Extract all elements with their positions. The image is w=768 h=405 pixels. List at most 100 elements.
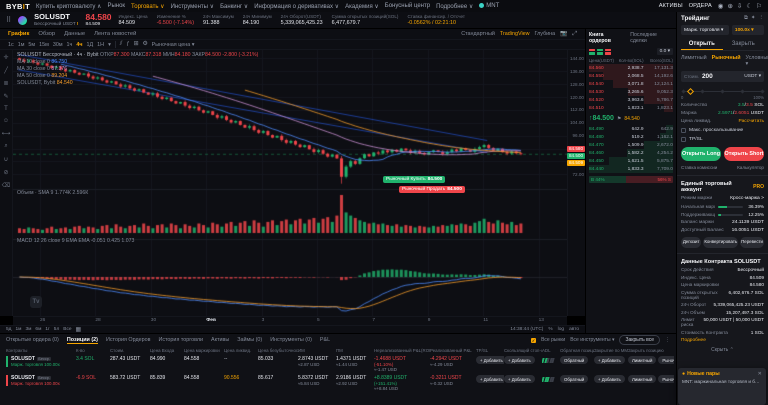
calendar-icon[interactable]: ▦ [75,326,82,333]
timeframe-1м[interactable]: 1м [17,41,25,48]
size-slider[interactable] [681,87,765,95]
quick-buy-button[interactable]: Рыночный Купить 84.500 [383,176,446,183]
range-5л[interactable]: 5л [53,327,60,332]
range-3м[interactable]: 3м [25,327,32,332]
bottom-tab-0[interactable]: Открытые ордера (0) [6,337,59,343]
timeframe-1с[interactable]: 1с [8,41,14,48]
calculator-link[interactable]: Калькулятор [737,165,764,170]
nav-item-markets[interactable]: Рынок [107,3,126,9]
all-markets-checkbox[interactable]: ✓ [531,337,537,343]
timeframe-4ч[interactable]: 4ч [76,41,83,48]
hide-icon[interactable]: ⊘ [3,170,9,176]
orderbook-row[interactable]: 84.460 1,582.2 4,254.2 [589,149,673,157]
type-limit[interactable]: Лимитный [681,55,707,61]
tpsl-checkbox-row[interactable]: TP/SL [681,137,764,142]
trendline-icon[interactable]: ╱ [4,68,8,74]
add-tpsl-button[interactable]: + Добавить [476,356,504,364]
orderbook-row[interactable]: 84.540 3,071.8 12,124.1 [589,80,673,88]
reverse-button[interactable]: Обратный [560,375,589,383]
range-1г[interactable]: 1г [45,327,50,332]
orderbook-row[interactable]: 84.530 3,265.6 9,052.3 [589,88,673,96]
add-tpsl-button[interactable]: + Добавить [476,375,504,383]
leverage-dropdown[interactable]: 100.0x ▾ [731,25,764,35]
pin-icon[interactable]: ✦ [750,15,756,21]
measure-icon[interactable]: ⟷ [1,131,11,137]
more-options-icon[interactable]: ⋮ [665,337,670,343]
orderbook-row[interactable]: 84.470 1,509.9 2,672.0 [589,141,673,149]
range-6м[interactable]: 6м [35,327,42,332]
calculate-link[interactable]: Рассчитать [738,119,764,124]
range-Все[interactable]: Все [63,327,72,332]
tab-close[interactable]: Закрыть [731,41,755,47]
orderbook-row[interactable]: 84.480 519.2 1,162.1 [589,133,673,141]
nav-item-academy[interactable]: Академия ∨ [345,3,379,10]
type-market[interactable]: Рыночный [711,55,741,61]
tab-orderbook[interactable]: Книга ордеров [589,32,611,44]
timeframe-1Н[interactable]: 1Н [97,41,105,48]
margin-mode-dropdown[interactable]: Марж. торговля ▾ [681,25,729,35]
slider-thumb[interactable] [687,87,695,95]
instrument-filter-dropdown[interactable]: Все инструменты ▾ [570,337,615,343]
quick-sell-button[interactable]: Рыночный Продать 84.500 [399,186,465,193]
bottom-tab-5[interactable]: Займы (0) [237,337,263,343]
text-icon[interactable]: T [4,106,8,112]
crosshair-icon[interactable]: ✛ [3,55,9,61]
user-icon[interactable]: ◉ [717,3,724,10]
symbol-grid-icon[interactable]: ⠿ [6,17,12,24]
tab-data[interactable]: Данные [64,31,86,37]
candles-icon[interactable]: ⫽ [119,41,123,47]
orderbook-mid-price[interactable]: ↑84.500 ⚑ 84.540 [589,115,640,122]
open-long-button[interactable]: Открыть Long [681,147,721,161]
tab-chart[interactable]: График [8,31,30,37]
more-icon[interactable]: ⋮ [758,15,765,21]
collapse-link[interactable]: Скрыть ⌃ [711,346,734,353]
bottom-tab-3[interactable]: История торговли [158,337,204,343]
view-depth[interactable]: Глубина [534,31,556,37]
bottom-tab-2[interactable]: История Ордеров [105,337,151,343]
slippage-checkbox[interactable] [681,128,686,133]
add-trailing-button[interactable]: + Добавить [504,356,535,364]
bottom-tab-7[interactable]: P&L [319,337,331,343]
close-market-button[interactable]: Рыночный [658,375,674,383]
type-conditional[interactable]: Условный ▾ [745,55,768,67]
nav-item-banking[interactable]: Банкинг ∨ [220,3,249,10]
emoji-icon[interactable]: ☺ [2,118,10,124]
ob-view-asks-icon[interactable] [605,48,611,55]
view-standard[interactable]: Стандартный [461,31,495,37]
close-limit-button[interactable]: Лимитный [628,356,657,364]
nav-item-more[interactable]: Подробнее ∨ [436,3,474,10]
deposit-button[interactable]: Депозит [681,237,702,248]
close-market-button[interactable]: Рыночный [658,356,674,364]
view-tradingview[interactable]: TradingView [499,31,530,37]
symbol-name[interactable]: SOLUSDT [34,12,70,22]
ob-view-both-icon[interactable] [589,48,595,55]
orderbook-row[interactable]: 84.440 1,833.3 7,709.0 [589,165,673,173]
new-listings-toast[interactable]: ● Новые пары ✕ MNT: маржинальная торговл… [678,368,766,405]
tab-news[interactable]: Лента новостей [94,31,137,37]
tab-open[interactable]: Открыть [681,39,723,50]
convert-button[interactable]: Конвертировать [703,237,739,248]
add-mmr-button[interactable]: + Добавить [594,375,625,383]
orderbook-row[interactable]: 84.510 1,823.1 1,823.1 [589,104,673,112]
bottom-tab-1[interactable]: Позиции (2) [66,336,98,344]
price-axis[interactable]: 144.00 136.00 128.00 120.00 112.00 104.00 96.0… [567,50,585,316]
brush-icon[interactable]: ✎ [3,94,9,100]
assets-link[interactable]: АКТИВЫ [658,3,683,9]
nav-item-trade[interactable]: Торговать ∨ [131,3,165,10]
timeframe-15м[interactable]: 15м [39,41,49,48]
nav-item-buy-crypto[interactable]: Купить криптовалюту ∧ [36,3,102,10]
open-short-button[interactable]: Открыть Short [724,147,764,161]
timeframe-30м[interactable]: 30м [52,41,63,48]
notifications-icon[interactable]: ⚐ [756,3,762,10]
download-icon[interactable]: ⇩ [736,3,743,10]
orderbook-row[interactable]: 84.550 2,068.5 14,192.6 [589,72,673,80]
settings-icon[interactable]: ⚙ [142,41,148,47]
orders-link[interactable]: ОРДЕРА [688,3,712,9]
nav-item-rewards-hub[interactable]: Бонусный центр [384,3,431,9]
tpsl-checkbox[interactable] [681,137,686,142]
magnet-icon[interactable]: ∪ [3,157,9,163]
range-1м[interactable]: 1м [15,327,22,332]
expand-icon[interactable]: ⤢ [572,30,577,37]
ob-view-bids-icon[interactable] [597,48,603,55]
nav-item-tools[interactable]: Инструменты ∨ [170,3,215,10]
